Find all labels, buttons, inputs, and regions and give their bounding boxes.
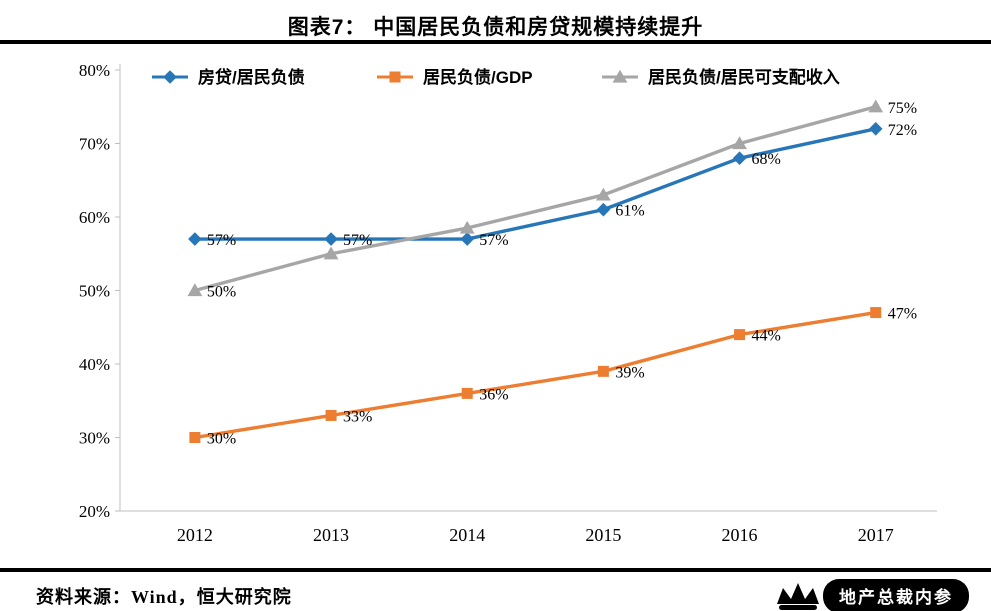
data-label: 30% — [207, 431, 236, 448]
data-label: 47% — [888, 306, 917, 323]
triangle-marker — [595, 187, 611, 201]
series-1 — [189, 307, 882, 443]
series-0 — [188, 122, 883, 246]
data-label: 44% — [752, 328, 781, 345]
diamond-marker — [460, 232, 475, 246]
triangle-marker — [323, 246, 339, 260]
diamond-marker — [596, 202, 611, 217]
y-tick-label: 80% — [79, 61, 110, 80]
legend-item-2: 居民负债/居民可支配收入 — [602, 67, 840, 87]
watermark-text: 地产总裁内参 — [823, 579, 969, 611]
x-tick-label: 2012 — [177, 525, 213, 545]
crown-icon — [777, 583, 819, 610]
series-2 — [187, 99, 884, 297]
data-label: 72% — [888, 122, 917, 139]
chart-title: 图表7： 中国居民负债和房贷规模持续提升 — [287, 16, 704, 39]
y-tick-label: 30% — [79, 429, 110, 448]
data-label: 68% — [752, 151, 781, 168]
diamond-marker — [868, 122, 883, 136]
data-label: 50% — [207, 284, 236, 301]
series-line-2 — [193, 105, 878, 293]
x-tick-label: 2015 — [585, 525, 621, 545]
x-tick-label: 2014 — [449, 525, 485, 545]
legend-diamond-icon — [163, 70, 177, 84]
y-tick-label: 70% — [79, 135, 110, 154]
square-marker — [597, 365, 609, 377]
triangle-marker — [732, 136, 747, 150]
triangle-marker — [459, 220, 475, 234]
data-label: 33% — [343, 408, 372, 425]
square-marker — [734, 329, 746, 341]
x-tick-label: 2013 — [313, 525, 349, 545]
data-label: 61% — [615, 203, 644, 220]
triangle-marker — [868, 99, 884, 113]
square-marker — [325, 409, 337, 421]
legend-label: 居民负债/GDP — [423, 67, 533, 87]
y-tick-label: 20% — [79, 502, 110, 521]
legend-square-icon — [389, 71, 401, 83]
y-tick-label: 40% — [79, 355, 110, 374]
line-chart: 20% 30% 40% 50% 60% 70% 80% 2012 2013 2014 2015 201… — [42, 52, 952, 552]
line-chart-canvas: 20% 30% 40% 50% 60% 70% 80% 2012 2013 2014 2015 201… — [79, 61, 937, 545]
source-note: 资料来源：Wind，恒大研究院 — [36, 587, 292, 607]
y-tick-label: 50% — [79, 282, 110, 301]
footer: 资料来源：Wind，恒大研究院 地产总裁内参 — [0, 572, 991, 611]
legend-item-0: 房贷/居民负债 — [152, 67, 305, 87]
diamond-marker — [732, 151, 747, 165]
square-marker — [461, 387, 473, 399]
x-tick-label: 2016 — [722, 525, 758, 545]
data-label: 57% — [207, 232, 236, 249]
y-tick-label: 60% — [79, 208, 110, 227]
data-label: 75% — [888, 100, 917, 117]
legend-label: 居民负债/居民可支配收入 — [648, 67, 840, 87]
triangle-marker — [187, 283, 203, 297]
legend-triangle-icon — [612, 69, 628, 83]
top-divider — [0, 40, 991, 44]
diamond-marker — [188, 232, 202, 246]
data-label: 57% — [343, 232, 372, 249]
legend-label: 房贷/居民负债 — [198, 67, 305, 87]
data-label: 39% — [615, 364, 644, 381]
diamond-marker — [324, 232, 338, 246]
legend-item-1: 居民负债/GDP — [377, 67, 533, 87]
x-tick-label: 2017 — [858, 525, 894, 545]
square-marker — [189, 432, 201, 443]
data-label: 36% — [479, 386, 508, 403]
series-line-0 — [193, 127, 878, 241]
series-line-1 — [193, 310, 878, 440]
square-marker — [870, 307, 882, 319]
watermark-logo: 地产总裁内参 — [773, 579, 969, 611]
data-label: 57% — [479, 232, 508, 249]
bottom-divider — [0, 568, 991, 572]
